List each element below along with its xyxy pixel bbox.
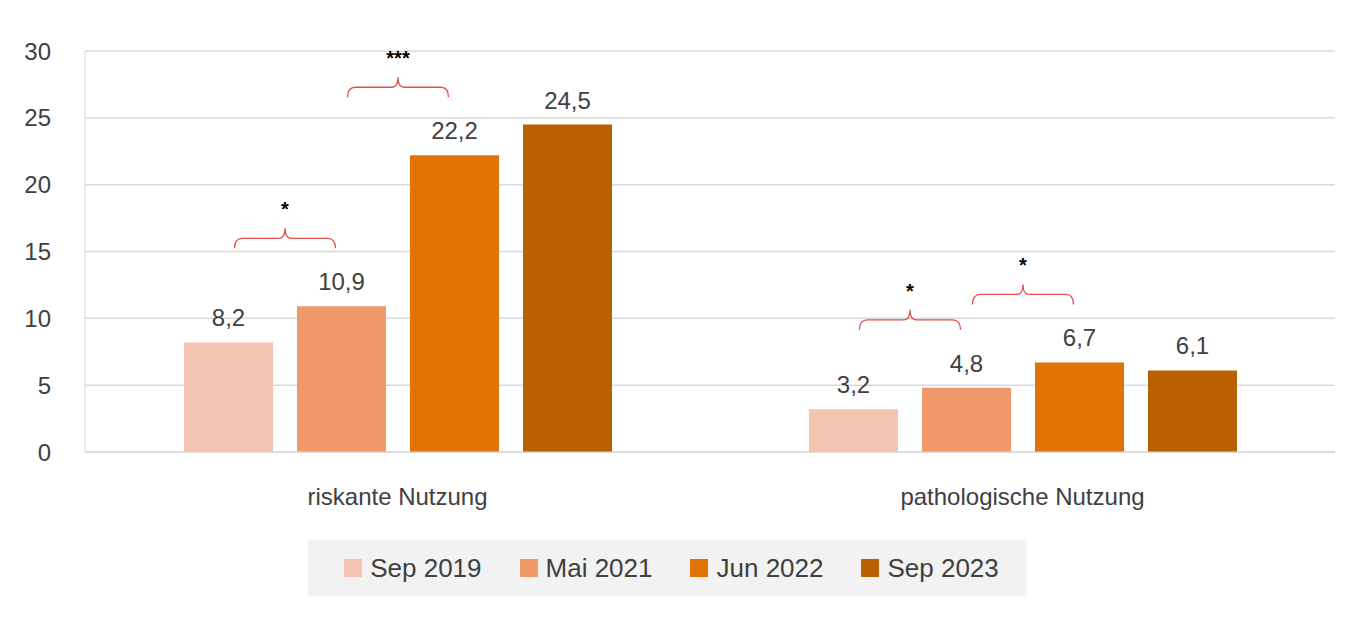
svg-text:30: 30 [24, 38, 51, 65]
svg-text:5: 5 [38, 372, 51, 399]
svg-text:*: * [906, 280, 914, 302]
html-text:Mai 2021: Mai 2021 [545, 552, 653, 583]
svg-text:15: 15 [24, 238, 51, 265]
svg-text:6,1: 6,1 [1176, 332, 1209, 359]
svg-text:riskante Nutzung: riskante Nutzung [307, 483, 487, 510]
svg-text:10: 10 [24, 305, 51, 332]
svg-text:0: 0 [38, 439, 51, 466]
svg-text:3,2: 3,2 [837, 371, 870, 398]
html-text:Sep 2019: Sep 2019 [370, 552, 482, 583]
svg-text:***: *** [386, 47, 410, 69]
svg-text:22,2: 22,2 [431, 117, 478, 144]
html-text:Sep 2023: Sep 2023 [887, 552, 999, 583]
svg-text:8,2: 8,2 [212, 304, 245, 331]
svg-text:*: * [1019, 254, 1027, 276]
svg-text:10,9: 10,9 [318, 268, 365, 295]
svg-text:6,7: 6,7 [1063, 324, 1096, 351]
svg-text:24,5: 24,5 [544, 87, 591, 114]
svg-text:20: 20 [24, 171, 51, 198]
svg-text:4,8: 4,8 [950, 350, 983, 377]
svg-text:*: * [281, 198, 289, 220]
html-text:Jun 2022: Jun 2022 [716, 552, 824, 583]
svg-text:pathologische Nutzung: pathologische Nutzung [900, 483, 1144, 510]
svg-text:25: 25 [24, 104, 51, 131]
